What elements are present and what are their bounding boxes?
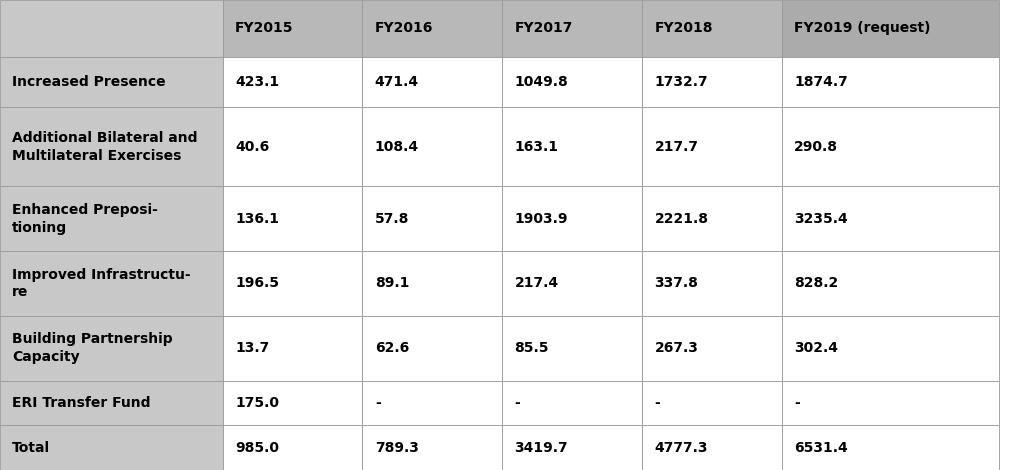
Text: 471.4: 471.4 — [375, 75, 419, 89]
Bar — [0, 381, 222, 425]
Bar — [363, 425, 502, 470]
Text: 828.2: 828.2 — [794, 276, 838, 290]
Text: 337.8: 337.8 — [654, 276, 698, 290]
Bar — [0, 425, 222, 470]
Bar — [782, 107, 999, 186]
Text: 3235.4: 3235.4 — [794, 212, 848, 226]
Bar — [0, 107, 222, 186]
Text: FY2016: FY2016 — [375, 21, 434, 35]
Bar — [502, 425, 642, 470]
Bar — [363, 186, 502, 251]
Bar — [222, 0, 363, 57]
Text: 1049.8: 1049.8 — [515, 75, 568, 89]
Text: 89.1: 89.1 — [375, 276, 409, 290]
Text: 290.8: 290.8 — [794, 140, 838, 154]
Bar — [222, 107, 363, 186]
Text: 1732.7: 1732.7 — [654, 75, 708, 89]
Text: Total: Total — [12, 441, 50, 454]
Bar — [363, 107, 502, 186]
Text: 267.3: 267.3 — [654, 341, 698, 355]
Text: 985.0: 985.0 — [235, 441, 279, 454]
Text: 217.4: 217.4 — [515, 276, 559, 290]
Text: 85.5: 85.5 — [515, 341, 549, 355]
Text: -: - — [375, 396, 380, 410]
Text: 302.4: 302.4 — [794, 341, 838, 355]
Bar — [642, 0, 782, 57]
Text: Additional Bilateral and
Multilateral Exercises: Additional Bilateral and Multilateral Ex… — [12, 131, 198, 163]
Text: FY2017: FY2017 — [515, 21, 573, 35]
Text: 1874.7: 1874.7 — [794, 75, 848, 89]
Text: 136.1: 136.1 — [235, 212, 279, 226]
Text: 6531.4: 6531.4 — [794, 441, 848, 454]
Bar — [642, 251, 782, 316]
Bar — [0, 251, 222, 316]
Text: -: - — [515, 396, 521, 410]
Bar — [222, 251, 363, 316]
Text: ERI Transfer Fund: ERI Transfer Fund — [12, 396, 151, 410]
Bar — [222, 316, 363, 381]
Bar — [782, 251, 999, 316]
Text: 3419.7: 3419.7 — [515, 441, 568, 454]
Bar — [0, 0, 222, 57]
Text: Building Partnership
Capacity: Building Partnership Capacity — [12, 332, 173, 364]
Text: 163.1: 163.1 — [515, 140, 559, 154]
Bar — [222, 381, 363, 425]
Text: 40.6: 40.6 — [235, 140, 270, 154]
Text: 1903.9: 1903.9 — [515, 212, 568, 226]
Text: 4777.3: 4777.3 — [654, 441, 708, 454]
Text: FY2018: FY2018 — [654, 21, 712, 35]
Bar — [363, 316, 502, 381]
Text: Improved Infrastructu-
re: Improved Infrastructu- re — [12, 267, 191, 299]
Bar — [782, 316, 999, 381]
Bar — [363, 0, 502, 57]
Text: 13.7: 13.7 — [235, 341, 270, 355]
Text: FY2015: FY2015 — [235, 21, 293, 35]
Bar — [502, 0, 642, 57]
Bar — [502, 251, 642, 316]
Bar — [222, 425, 363, 470]
Text: 789.3: 789.3 — [375, 441, 418, 454]
Text: 62.6: 62.6 — [375, 341, 409, 355]
Bar — [222, 186, 363, 251]
Bar — [782, 381, 999, 425]
Text: 108.4: 108.4 — [375, 140, 419, 154]
Text: -: - — [654, 396, 660, 410]
Bar — [782, 186, 999, 251]
Text: 196.5: 196.5 — [235, 276, 279, 290]
Text: FY2019 (request): FY2019 (request) — [794, 21, 931, 35]
Text: 217.7: 217.7 — [654, 140, 698, 154]
Bar — [502, 186, 642, 251]
Bar — [363, 381, 502, 425]
Bar — [642, 186, 782, 251]
Text: Enhanced Preposi-
tioning: Enhanced Preposi- tioning — [12, 203, 158, 235]
Bar — [782, 425, 999, 470]
Text: 2221.8: 2221.8 — [654, 212, 708, 226]
Text: 57.8: 57.8 — [375, 212, 409, 226]
Text: Increased Presence: Increased Presence — [12, 75, 166, 89]
Bar — [782, 0, 999, 57]
Bar — [502, 57, 642, 107]
Bar — [502, 107, 642, 186]
Bar — [363, 57, 502, 107]
Text: 423.1: 423.1 — [235, 75, 279, 89]
Bar — [782, 57, 999, 107]
Bar — [0, 186, 222, 251]
Bar — [642, 316, 782, 381]
Bar — [502, 316, 642, 381]
Bar — [363, 251, 502, 316]
Text: -: - — [794, 396, 800, 410]
Bar — [0, 316, 222, 381]
Bar — [222, 57, 363, 107]
Bar — [642, 381, 782, 425]
Bar — [642, 107, 782, 186]
Bar — [642, 57, 782, 107]
Text: 175.0: 175.0 — [235, 396, 279, 410]
Bar — [502, 381, 642, 425]
Bar — [0, 57, 222, 107]
Bar — [642, 425, 782, 470]
